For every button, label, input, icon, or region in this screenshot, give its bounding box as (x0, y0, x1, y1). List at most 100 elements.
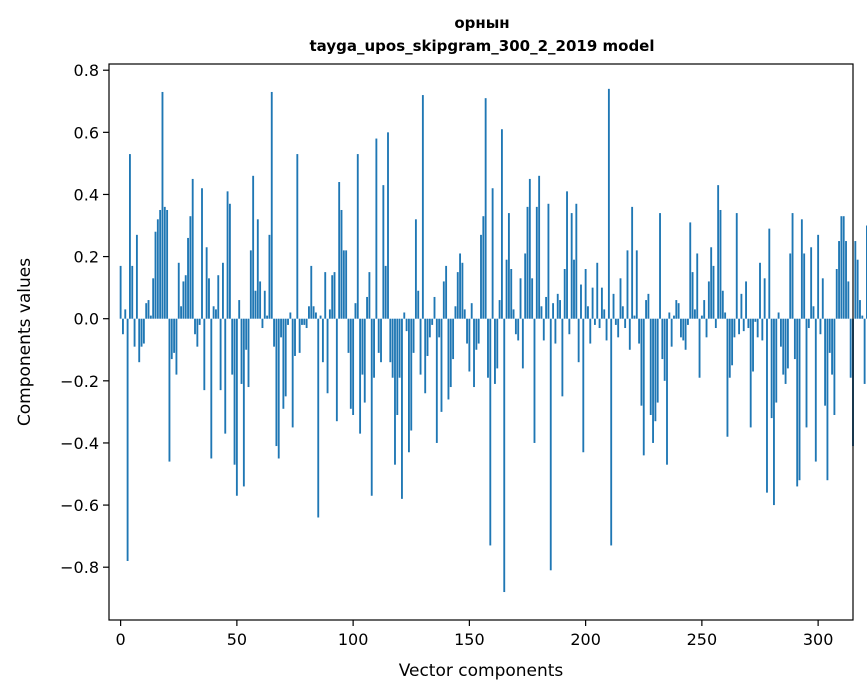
bar-72 (287, 318, 289, 325)
bar-151 (470, 303, 473, 319)
bar-20 (166, 209, 169, 319)
bar-225 (642, 318, 645, 456)
bar-135 (433, 296, 436, 319)
bar-40 (212, 306, 215, 319)
bar-223 (638, 318, 641, 344)
bar-228 (649, 318, 652, 415)
bar-136 (435, 318, 438, 443)
bar-217 (624, 318, 627, 329)
bar-197 (577, 318, 580, 363)
bar-152 (473, 318, 475, 388)
bar-60 (259, 281, 262, 319)
bar-52 (240, 318, 243, 384)
bar-212 (612, 293, 615, 319)
y-tick-label: −0.4 (60, 434, 99, 453)
bar-103 (359, 318, 362, 434)
bar-46 (226, 191, 229, 319)
bar-48 (231, 318, 234, 375)
bar-108 (370, 318, 373, 496)
bar-308 (835, 269, 838, 319)
x-tick-label: 200 (570, 630, 601, 649)
bar-188 (556, 293, 559, 319)
bar-8 (138, 318, 141, 363)
bar-50 (235, 318, 238, 496)
bar-161 (494, 318, 496, 384)
bar-113 (382, 185, 385, 319)
bar-143 (452, 318, 455, 360)
bar-154 (477, 318, 480, 344)
bar-97 (345, 250, 348, 319)
x-axis-ticks: 0 50 100 150 200 250 300 (116, 620, 833, 649)
bar-102 (356, 154, 359, 319)
bar-252 (705, 318, 708, 338)
bar-178 (533, 318, 536, 443)
bar-145 (456, 272, 459, 319)
bar-58 (254, 290, 257, 319)
bar-85 (317, 318, 320, 518)
bar-101 (354, 303, 357, 319)
bar-304 (826, 318, 829, 481)
bar-11 (145, 303, 148, 319)
bar-173 (521, 318, 524, 369)
bar-99 (349, 318, 352, 409)
y-tick-label: 0.8 (74, 61, 99, 80)
bar-27 (182, 281, 185, 319)
bar-303 (824, 318, 827, 406)
bar-286 (784, 318, 787, 384)
bar-244 (687, 318, 689, 325)
bar-317 (856, 259, 859, 319)
bar-187 (554, 318, 557, 344)
bar-195 (573, 259, 575, 319)
bar-235 (666, 318, 668, 465)
bar-263 (731, 318, 734, 366)
bar-262 (728, 318, 731, 378)
x-axis-label: Vector components (399, 661, 564, 681)
bar-218 (626, 250, 629, 319)
bar-205 (596, 262, 599, 319)
bar-251 (703, 300, 706, 319)
bar-119 (396, 318, 399, 415)
bar-306 (831, 318, 834, 375)
bar-51 (238, 300, 241, 319)
y-axis-ticks: −0.8 −0.6 −0.4 −0.2 0.0 0.2 0.4 0.6 0.8 (60, 61, 109, 577)
bar-222 (635, 250, 638, 319)
bar-24 (175, 318, 178, 375)
bar-94 (338, 182, 341, 319)
bar-155 (480, 234, 482, 319)
bar-158 (487, 318, 489, 378)
bar-265 (735, 213, 738, 319)
bar-91 (331, 275, 334, 319)
bar-53 (242, 318, 245, 487)
bar-198 (580, 284, 582, 319)
bar-169 (512, 309, 515, 319)
bar-114 (384, 265, 387, 319)
bar-5 (131, 265, 134, 319)
bar-19 (163, 206, 166, 319)
bar-57 (252, 175, 255, 319)
chart-title-line1: орнын (454, 14, 509, 32)
bar-67 (275, 318, 278, 447)
bar-219 (628, 318, 631, 350)
bar-234 (663, 318, 666, 381)
bar-207 (600, 287, 603, 319)
bar-59 (256, 219, 259, 319)
bar-3 (126, 318, 129, 561)
bar-271 (749, 318, 752, 428)
x-tick-label: 0 (116, 630, 126, 649)
bar-134 (431, 318, 434, 325)
bar-224 (640, 318, 643, 406)
bar-204 (594, 318, 596, 325)
bar-298 (812, 306, 815, 319)
y-axis-label: Components values (15, 258, 35, 426)
bar-293 (800, 219, 803, 319)
bar-247 (693, 309, 696, 319)
bar-229 (652, 318, 654, 443)
bar-206 (598, 318, 601, 329)
bar-243 (684, 318, 687, 350)
bar-21 (168, 318, 171, 462)
bar-83 (312, 306, 315, 319)
bar-39 (210, 318, 213, 459)
bar-165 (503, 318, 506, 593)
bar-236 (668, 312, 671, 319)
bar-209 (605, 318, 608, 341)
